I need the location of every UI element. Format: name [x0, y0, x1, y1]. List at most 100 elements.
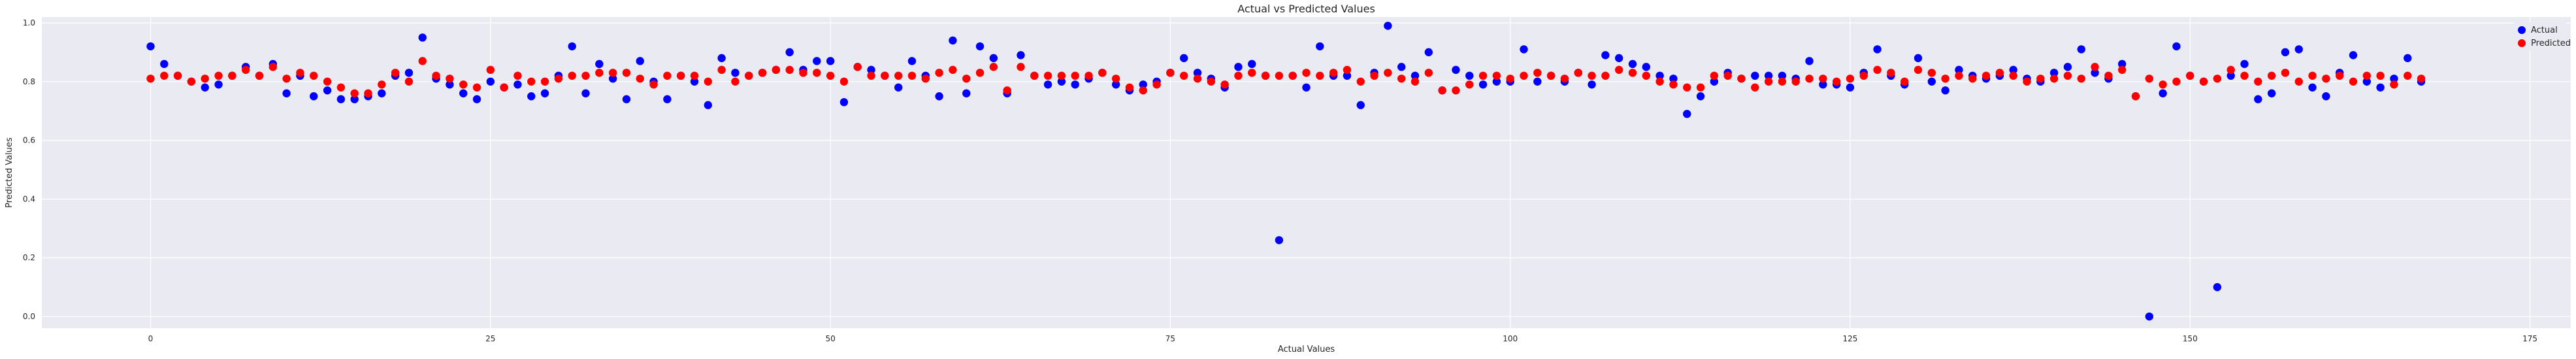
- x-tick-label: 50: [825, 334, 835, 343]
- point-actual: [1588, 80, 1596, 89]
- point-predicted: [2362, 71, 2372, 80]
- point-actual: [1275, 236, 1284, 245]
- point-predicted: [799, 69, 807, 77]
- point-predicted: [241, 65, 250, 75]
- point-predicted: [486, 65, 495, 75]
- point-predicted: [1995, 69, 2004, 77]
- point-actual: [949, 36, 957, 45]
- point-actual: [608, 75, 617, 83]
- point-predicted: [1520, 71, 1528, 80]
- point-predicted: [1111, 75, 1120, 83]
- point-actual: [2349, 51, 2358, 60]
- point-actual: [2376, 83, 2385, 92]
- point-actual: [486, 77, 495, 86]
- point-actual: [1927, 77, 1936, 86]
- point-actual: [840, 98, 849, 107]
- point-actual: [813, 57, 821, 65]
- point-actual: [1873, 45, 1882, 54]
- point-actual: [146, 42, 155, 51]
- legend-marker-predicted: [2518, 39, 2526, 47]
- point-actual: [2226, 71, 2235, 80]
- point-predicted: [391, 69, 400, 77]
- point-predicted: [1955, 71, 1963, 80]
- point-predicted: [2226, 65, 2235, 75]
- point-actual: [1683, 109, 1691, 118]
- point-predicted: [1805, 75, 1814, 83]
- point-predicted: [1452, 86, 1460, 95]
- point-actual: [2145, 312, 2154, 321]
- point-predicted: [336, 83, 346, 92]
- y-axis-label: Predicted Values: [5, 137, 14, 208]
- point-predicted: [2417, 75, 2426, 83]
- chart-title: Actual vs Predicted Values: [1237, 3, 1375, 15]
- point-predicted: [350, 89, 359, 97]
- point-predicted: [581, 71, 590, 80]
- point-predicted: [608, 69, 617, 77]
- point-actual: [1710, 77, 1719, 86]
- point-predicted: [2404, 71, 2412, 80]
- point-predicted: [1098, 69, 1107, 77]
- point-actual: [717, 54, 726, 63]
- point-predicted: [1655, 77, 1664, 86]
- point-predicted: [1302, 69, 1311, 77]
- point-predicted: [282, 75, 291, 83]
- point-predicted: [472, 83, 481, 92]
- legend-marker-actual: [2518, 26, 2526, 34]
- point-predicted: [2308, 71, 2317, 80]
- point-predicted: [1642, 71, 1650, 80]
- x-tick-label: 75: [1166, 334, 1175, 343]
- point-predicted: [2390, 80, 2398, 89]
- legend-label-actual: Actual: [2531, 26, 2558, 35]
- point-actual: [1384, 22, 1392, 30]
- point-predicted: [2063, 71, 2072, 80]
- point-actual: [2240, 60, 2249, 69]
- point-predicted: [1125, 83, 1134, 92]
- point-actual: [894, 83, 903, 92]
- point-predicted: [649, 80, 658, 89]
- point-actual: [962, 89, 971, 97]
- point-predicted: [840, 77, 849, 86]
- point-predicted: [2145, 75, 2154, 83]
- point-actual: [2091, 69, 2099, 77]
- point-predicted: [2254, 77, 2262, 86]
- point-predicted: [1139, 86, 1147, 95]
- point-predicted: [1057, 71, 1066, 80]
- point-predicted: [813, 69, 821, 77]
- y-tick-label: 0.6: [23, 136, 35, 145]
- point-predicted: [160, 71, 169, 80]
- point-actual: [1017, 51, 1025, 60]
- point-predicted: [1764, 77, 1773, 86]
- point-predicted: [228, 71, 236, 80]
- point-predicted: [2131, 92, 2140, 101]
- point-actual: [1424, 48, 1433, 57]
- point-actual: [907, 57, 917, 65]
- point-predicted: [527, 77, 536, 86]
- point-predicted: [867, 71, 875, 80]
- point-predicted: [772, 65, 781, 75]
- point-predicted: [1778, 77, 1787, 86]
- y-tick-label: 0.2: [23, 253, 35, 262]
- point-predicted: [1737, 75, 1746, 83]
- point-actual: [404, 69, 414, 77]
- point-actual: [2213, 282, 2222, 292]
- point-predicted: [935, 69, 943, 77]
- point-predicted: [1166, 69, 1175, 77]
- point-predicted: [187, 77, 196, 86]
- x-tick-label: 100: [1503, 334, 1518, 343]
- y-tick-label: 0.0: [23, 312, 35, 321]
- point-predicted: [1152, 80, 1161, 89]
- point-actual: [1193, 69, 1202, 77]
- point-actual: [2159, 89, 2167, 97]
- point-actual: [160, 60, 169, 69]
- point-predicted: [853, 63, 862, 71]
- point-actual: [867, 65, 875, 75]
- point-predicted: [2335, 71, 2344, 80]
- point-actual: [690, 77, 699, 86]
- point-predicted: [731, 77, 740, 86]
- x-tick-label: 25: [485, 334, 495, 343]
- point-actual: [446, 80, 454, 89]
- point-actual: [1111, 80, 1120, 89]
- point-predicted: [1275, 71, 1284, 80]
- point-actual: [1955, 65, 1963, 75]
- point-predicted: [1669, 80, 1678, 89]
